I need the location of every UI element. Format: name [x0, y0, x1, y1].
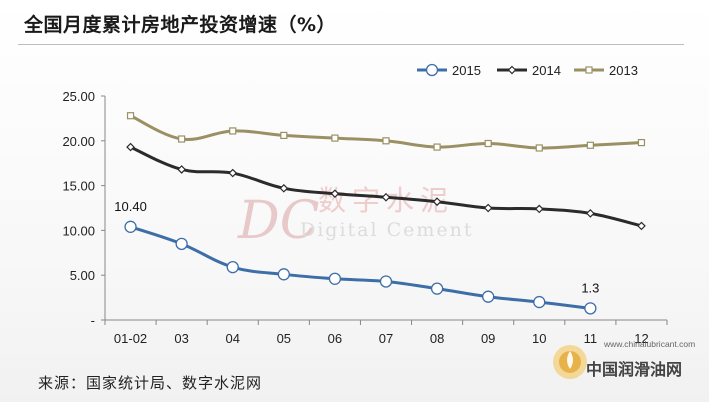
y-tick-label: 10.00	[62, 223, 95, 238]
watermark-mark: DC	[237, 191, 319, 251]
series-2013-point	[126, 112, 135, 120]
series-2013-point	[586, 141, 594, 149]
series-2013-point	[280, 131, 288, 140]
series-2015-point	[533, 295, 546, 309]
series-2015-point	[175, 237, 188, 250]
series-2014-point	[279, 183, 289, 193]
x-tick-label: 09	[481, 331, 495, 346]
legend-swatch-marker	[585, 66, 593, 74]
series-2014-point	[177, 165, 186, 174]
series-2015-line	[130, 225, 591, 310]
series-2014-point	[637, 221, 646, 231]
legend-swatch-marker	[507, 65, 517, 75]
series-2014-point	[483, 203, 493, 213]
data-label: 10.40	[114, 199, 147, 214]
logo-name: 中国润滑油网	[586, 360, 683, 379]
series-2015-point	[482, 290, 495, 303]
x-tick-label: 07	[379, 331, 393, 346]
series-2015	[124, 220, 597, 315]
series-2013-point	[433, 143, 441, 151]
series-2015-point	[430, 282, 444, 295]
series-2014-point	[126, 142, 135, 152]
digital-cement-watermark: DC数字水泥Digital Cement	[237, 184, 474, 251]
legend-label: 2014	[532, 63, 561, 78]
chart-legend: 2015 2014 2013	[417, 63, 638, 78]
legend-label: 2013	[609, 63, 638, 78]
legend-item-2014: 2014	[497, 63, 561, 78]
series-2013-point	[178, 135, 186, 143]
series-2015-point	[124, 220, 137, 233]
series-2014-point	[432, 197, 442, 207]
series-2014-point	[534, 204, 544, 214]
series-2014-point	[381, 192, 391, 202]
series-2015-point	[379, 275, 393, 288]
series-2013-point	[637, 138, 646, 147]
data-label: 1.3	[581, 280, 599, 295]
series-2013-point	[535, 144, 543, 152]
legend-label: 2015	[452, 63, 481, 78]
series-2014-point	[228, 168, 238, 178]
y-tick-label: 20.00	[62, 134, 95, 149]
x-tick-label: 01-02	[114, 331, 147, 346]
series-2015-point	[277, 268, 290, 281]
series-2013-point	[484, 139, 492, 148]
series-2013-point	[229, 127, 237, 135]
source-note: 来源：国家统计局、数字水泥网	[38, 374, 263, 392]
x-tick-label: 11	[584, 331, 598, 346]
legend-item-2013: 2013	[574, 63, 638, 78]
x-tick-label: 12	[634, 331, 648, 346]
legend-swatch-marker	[425, 63, 439, 77]
x-tick-label: 05	[277, 331, 291, 346]
logo-url: www.chinalubricant.com	[604, 339, 696, 349]
series-2013-point	[331, 134, 339, 142]
y-tick-label: 5.00	[70, 268, 95, 283]
logo-badge-icon	[553, 345, 587, 379]
y-tick-label: 25.00	[62, 89, 95, 104]
series-2015-point	[584, 302, 597, 315]
y-tick-label: 15.00	[62, 179, 95, 194]
legend-item-2015: 2015	[417, 63, 481, 78]
chart-title: 全国月度累计房地产投资增速（%）	[24, 14, 337, 36]
series-2013-point	[382, 137, 390, 145]
x-tick-label: 06	[328, 331, 342, 346]
x-tick-label: 03	[174, 331, 188, 346]
x-tick-label: 10	[532, 331, 546, 346]
x-tick-label: 08	[430, 331, 444, 346]
title-divider	[18, 44, 684, 45]
series-2014	[126, 142, 646, 231]
series-2014-point	[586, 209, 595, 218]
x-tick-label: 04	[225, 331, 239, 346]
chart-axes: 25.00 20.00 15.00 10.00 5.00 - 01-02 03 04 05 06 07…	[62, 89, 668, 346]
series-2013	[126, 112, 646, 152]
series-2014-point	[330, 189, 340, 199]
watermark-en: Digital Cement	[300, 219, 474, 241]
chart-series: 10.40 1.3	[114, 112, 646, 315]
series-2015-point	[226, 260, 239, 274]
series-2015-point	[328, 272, 342, 285]
y-tick-label: -	[91, 313, 95, 328]
